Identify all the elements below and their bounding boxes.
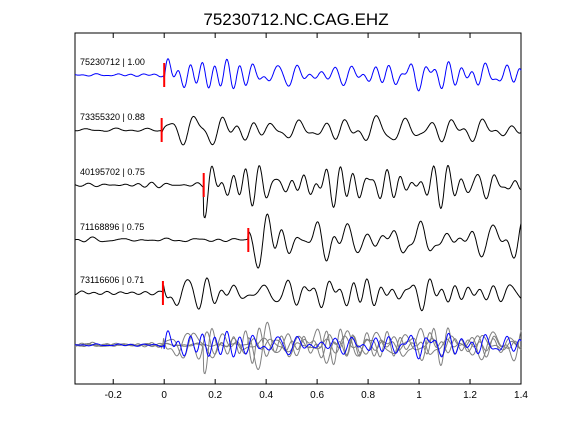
trace-line: [74, 57, 522, 92]
overlay-reference-line: [74, 330, 522, 360]
trace-label: 73116606 | 0.71: [80, 275, 144, 285]
trace-line: [74, 213, 522, 269]
x-tick-label: -0.2: [105, 390, 123, 401]
trace-line: [74, 115, 522, 146]
trace-label: 75230712 | 1.00: [80, 57, 145, 67]
overlay-group: [74, 321, 522, 375]
x-tick-label: 0.6: [310, 390, 324, 401]
trace-group: [74, 57, 522, 312]
trace-label-group: 75230712 | 1.00 73355320 | 0.88 40195702 |…: [80, 57, 145, 285]
x-tick-label: 1: [416, 390, 422, 401]
x-axis-ticks: -0.2 0 0.2 0.4 0.6 0.8 1 1.2 1.4: [105, 33, 528, 401]
x-tick-label: 0.8: [361, 390, 375, 401]
trace-label: 73355320 | 0.88: [80, 112, 145, 122]
x-tick-label: 1.2: [463, 390, 477, 401]
x-tick-label: 0: [161, 390, 167, 401]
plot-axes-frame: [74, 32, 522, 385]
trace-label: 71168896 | 0.75: [80, 222, 144, 232]
trace-line: [74, 165, 522, 219]
pick-marker-group: [160, 63, 250, 305]
x-tick-label: 0.2: [208, 390, 222, 401]
overlay-trace-line: [74, 327, 522, 375]
x-tick-label: 1.4: [514, 390, 528, 401]
x-tick-label: 0.4: [259, 390, 273, 401]
trace-line: [74, 277, 522, 312]
chart-title: 75230712.NC.CAG.EHZ: [203, 10, 388, 29]
trace-label: 40195702 | 0.75: [80, 167, 145, 177]
